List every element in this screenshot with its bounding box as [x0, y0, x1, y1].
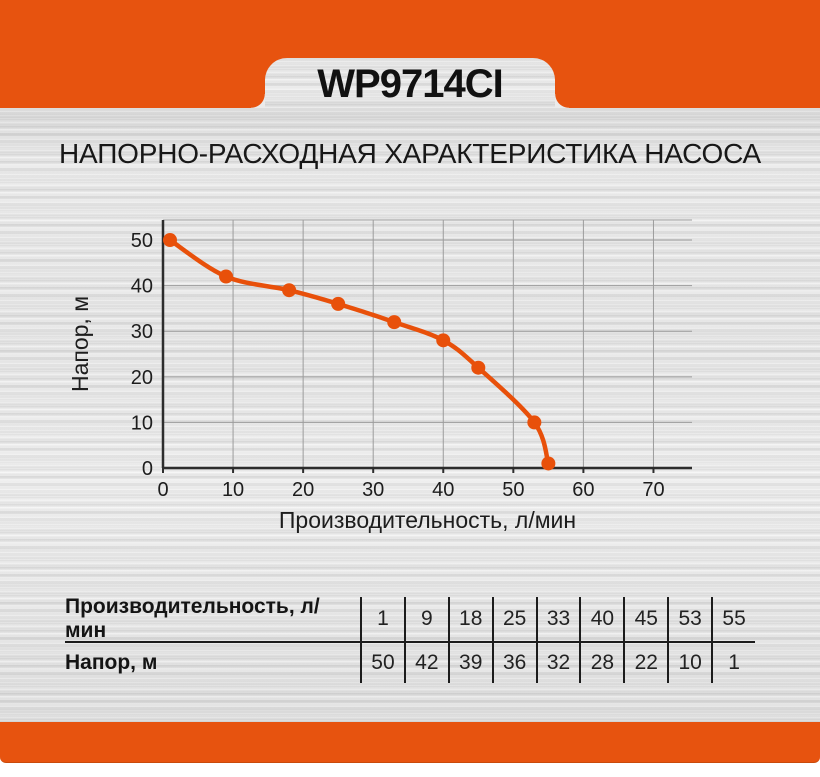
x-tick-label: 20 [292, 479, 314, 501]
data-point [471, 360, 486, 375]
table-row: Производительность, л/мин 1 9 18 25 33 40 45 53 5… [65, 595, 755, 643]
value-cell: 50 [360, 643, 404, 683]
y-tick-label: 20 [131, 367, 153, 389]
x-tick-label: 0 [157, 479, 168, 501]
model-tab: WP9714CI [265, 58, 555, 108]
data-point [331, 296, 346, 311]
data-point [282, 283, 297, 298]
value-cell: 45 [623, 597, 667, 641]
row-label: Производительность, л/мин [65, 595, 320, 642]
value-cell: 55 [711, 597, 755, 641]
value-cell: 28 [579, 643, 623, 683]
pump-curve-chart: 0 10 20 30 40 50 0 10 20 30 40 50 60 70 Напор, м Произв… [67, 219, 692, 533]
value-cell: 1 [360, 597, 404, 641]
model-label: WP9714CI [317, 62, 503, 106]
data-point [527, 415, 542, 430]
y-tick-label: 50 [131, 230, 153, 252]
tab-fillet-right [555, 94, 569, 108]
value-cell: 22 [623, 643, 667, 683]
data-point [436, 333, 451, 348]
value-cell: 32 [535, 643, 580, 683]
data-point [541, 456, 556, 471]
table-row: Напор, м 50 42 39 36 32 28 22 10 1 [65, 643, 755, 683]
x-tick-label: 10 [222, 479, 244, 501]
y-tick-label: 40 [131, 276, 153, 298]
tab-fillet-left [251, 94, 265, 108]
y-axis-title: Напор, м [67, 296, 93, 392]
value-cell: 39 [447, 643, 492, 683]
y-tick-label: 10 [131, 412, 153, 434]
data-point [219, 269, 234, 284]
value-cell: 18 [447, 597, 492, 641]
x-tick-label: 70 [642, 479, 664, 501]
x-tick-label: 40 [432, 479, 454, 501]
x-tick-label: 60 [572, 479, 594, 501]
value-cell: 42 [403, 643, 448, 683]
page-title: НАПОРНО-РАСХОДНАЯ ХАРАКТЕРИСТИКА НАСОСА [59, 138, 761, 169]
x-axis-title: Производительность, л/мин [279, 507, 576, 533]
value-cell: 10 [667, 643, 711, 683]
value-cell: 9 [403, 597, 448, 641]
row-label: Напор, м [65, 651, 158, 674]
data-point [387, 315, 402, 330]
value-cell: 1 [711, 643, 755, 683]
x-tick-label: 30 [362, 479, 384, 501]
value-cell: 40 [579, 597, 623, 641]
footer-bar [0, 722, 820, 763]
y-tick-label: 30 [131, 321, 153, 343]
value-cell: 53 [667, 597, 711, 641]
metal-panel [0, 108, 820, 722]
value-cell: 33 [535, 597, 580, 641]
data-point [163, 233, 178, 248]
value-cell: 25 [491, 597, 536, 641]
spec-table: Производительность, л/мин 1 9 18 25 33 40 45 53 5… [65, 595, 755, 683]
y-tick-label: 0 [142, 458, 153, 480]
x-tick-label: 50 [502, 479, 524, 501]
value-cell: 36 [491, 643, 536, 683]
